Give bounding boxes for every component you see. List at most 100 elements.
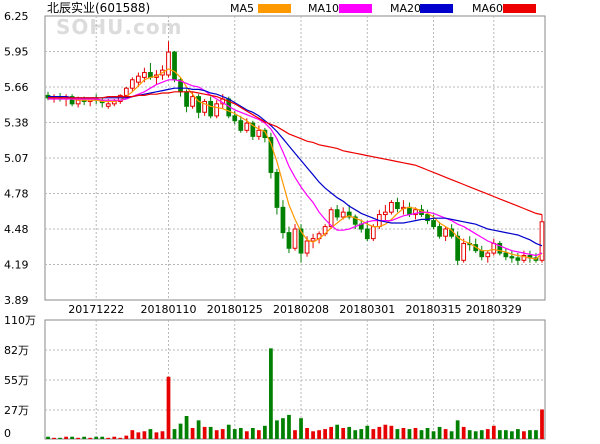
volume-tick-label: 0 (4, 427, 11, 440)
price-tick-label: 5.95 (4, 46, 29, 59)
candle-body (274, 171, 280, 208)
volume-bar (184, 416, 189, 439)
candle-body (184, 91, 189, 107)
candle-body (425, 214, 430, 222)
legend-label-ma20: MA20 (390, 2, 421, 15)
legend-swatch-ma10 (339, 4, 372, 13)
candle-body (105, 103, 111, 107)
volume-bar (516, 429, 520, 439)
volume-bar (220, 429, 225, 439)
volume-bar (142, 431, 147, 439)
candle-body (298, 228, 304, 254)
volume-bar (497, 430, 502, 439)
candle-body (250, 122, 256, 137)
ma-line-ma20 (48, 87, 543, 247)
volume-bar (377, 426, 382, 439)
price-tick-label: 6.25 (4, 10, 29, 23)
candle-body (479, 250, 485, 258)
ma-line-ma60 (48, 91, 543, 216)
volume-bar (160, 431, 165, 439)
volume-bar (190, 428, 195, 439)
candle-body (497, 242, 503, 254)
volume-bar (226, 424, 231, 439)
price-tick-label: 5.38 (4, 117, 29, 130)
volume-bar (130, 430, 135, 439)
candle-body (539, 221, 545, 261)
candle-body (244, 122, 250, 131)
candle-body (328, 209, 334, 228)
candle-body (208, 100, 214, 117)
volume-tick-label: 55万 (4, 374, 29, 387)
candle-body (340, 211, 346, 218)
candle-body (503, 252, 509, 258)
candle-body (364, 228, 370, 240)
candle-body (190, 96, 195, 107)
volume-bar (136, 432, 141, 439)
candle-body (268, 137, 274, 173)
volume-bar (528, 430, 532, 439)
candle-body (280, 206, 286, 234)
legend-label-ma60: MA60 (472, 2, 503, 15)
volume-bar (461, 426, 466, 439)
candle-body (491, 242, 497, 254)
candle-body (431, 220, 436, 228)
volume-bar (485, 429, 490, 439)
candle-body (304, 240, 310, 254)
candle-body (370, 226, 376, 240)
volume-bar (46, 436, 50, 439)
volume-bar (58, 437, 62, 439)
candle-body (485, 252, 491, 258)
volume-bar (389, 425, 394, 439)
volume-tick-label: 110万 (4, 314, 36, 327)
volume-bar (196, 420, 201, 439)
volume-bar (94, 436, 99, 439)
legend-label-ma5: MA5 (230, 2, 254, 15)
ma-line-ma5 (48, 68, 543, 260)
candle-body (136, 75, 141, 83)
volume-bar (329, 426, 334, 439)
date-tick-label: 20180208 (273, 303, 329, 316)
volume-bar (244, 431, 249, 439)
candle-body (461, 242, 467, 261)
volume-bar (443, 429, 448, 439)
volume-bar (467, 430, 472, 439)
volume-bar (365, 425, 370, 439)
volume-bar (118, 437, 123, 439)
candle-body (142, 72, 147, 78)
volume-bar (281, 418, 285, 439)
price-tick-label: 5.07 (4, 152, 29, 165)
volume-bar (293, 430, 297, 439)
volume-tick-label: 27万 (4, 404, 29, 417)
stock-title: 北辰实业(601588) (47, 0, 150, 15)
volume-bar (371, 429, 376, 439)
volume-bar (503, 430, 508, 439)
volume-bar (540, 409, 544, 439)
volume-bar (419, 430, 424, 439)
volume-bar (431, 431, 436, 439)
price-tick-label: 4.48 (4, 223, 29, 236)
volume-bar (413, 428, 418, 439)
volume-bar (154, 432, 159, 439)
volume-bar (250, 428, 255, 439)
volume-bar (112, 436, 117, 439)
candle-body (521, 254, 527, 261)
candle-body (172, 51, 177, 81)
volume-bar (347, 426, 352, 439)
volume-bar (52, 437, 56, 439)
price-tick-label: 4.78 (4, 188, 29, 201)
volume-bar (208, 426, 213, 439)
volume-bar (449, 431, 454, 439)
date-tick-label: 20180315 (406, 303, 462, 316)
candle-body (413, 209, 418, 216)
date-tick-label: 20180329 (466, 303, 522, 316)
candle-body (286, 232, 292, 249)
candle-body (310, 238, 316, 242)
candle-body (443, 228, 448, 237)
volume-bar (353, 430, 358, 439)
volume-bar (534, 430, 538, 439)
volume-bar (395, 429, 400, 439)
volume-bar (510, 431, 514, 439)
volume-bar (425, 428, 430, 439)
